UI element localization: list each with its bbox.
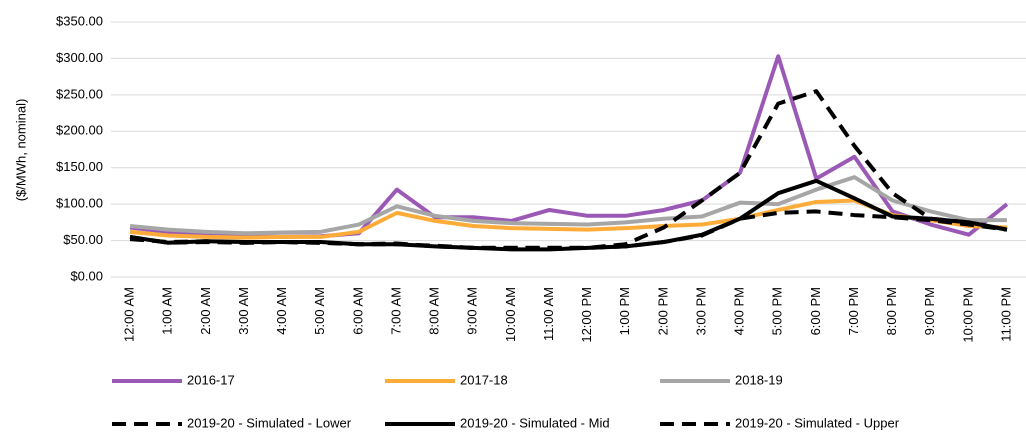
legend-label: 2019-20 - Simulated - Mid <box>460 415 610 430</box>
series-line <box>129 209 1008 250</box>
y-tick-label: $100.00 <box>56 196 103 211</box>
x-tick-label: 11:00 AM <box>541 287 556 341</box>
x-tick-label: 9:00 AM <box>465 287 480 335</box>
series-line <box>129 178 1008 252</box>
x-tick-label: 4:00 AM <box>274 287 289 335</box>
x-tick-label: 5:00 AM <box>312 287 327 335</box>
legend-label: 2016-17 <box>187 372 235 387</box>
x-tick-label: 10:00 PM <box>960 287 975 343</box>
y-tick-label: $350.00 <box>56 13 103 28</box>
legend-label: 2017-18 <box>460 372 508 387</box>
x-tick-label: 5:00 PM <box>770 287 785 335</box>
y-axis-label: ($/MWh, nominal) <box>13 99 28 202</box>
y-tick-label: $300.00 <box>56 50 103 65</box>
series-line <box>129 175 1007 236</box>
x-tick-label: 6:00 AM <box>350 287 365 335</box>
x-tick-label: 4:00 PM <box>732 287 747 335</box>
x-tick-label: 8:00 AM <box>427 287 442 335</box>
legend-label: 2019-20 - Simulated - Lower <box>187 415 352 430</box>
x-tick-label: 9:00 PM <box>922 287 937 335</box>
y-tick-label: $50.00 <box>63 232 103 247</box>
y-tick-label: $150.00 <box>56 159 103 174</box>
y-tick-label: $200.00 <box>56 123 103 138</box>
legend-label: 2018-19 <box>735 372 783 387</box>
x-tick-label: 7:00 PM <box>846 287 861 335</box>
y-tick-label: $250.00 <box>56 86 103 101</box>
legend-label: 2019-20 - Simulated - Upper <box>735 415 900 430</box>
x-tick-label: 2:00 AM <box>198 287 213 335</box>
x-tick-label: 3:00 AM <box>236 287 251 335</box>
x-tick-label: 6:00 PM <box>808 287 823 335</box>
x-tick-label: 1:00 PM <box>617 287 632 335</box>
series-line <box>129 89 1008 250</box>
x-tick-label: 1:00 AM <box>160 287 175 335</box>
x-tick-label: 7:00 AM <box>388 287 403 335</box>
x-tick-label: 8:00 PM <box>884 287 899 335</box>
y-tick-label: $0.00 <box>70 268 103 283</box>
x-tick-label: 10:00 AM <box>503 287 518 342</box>
x-tick-label: 11:00 PM <box>998 287 1013 342</box>
x-tick-label: 12:00 AM <box>122 287 137 342</box>
x-tick-label: 3:00 PM <box>693 287 708 335</box>
x-tick-label: 12:00 PM <box>579 287 594 343</box>
x-tick-label: 2:00 PM <box>655 287 670 335</box>
